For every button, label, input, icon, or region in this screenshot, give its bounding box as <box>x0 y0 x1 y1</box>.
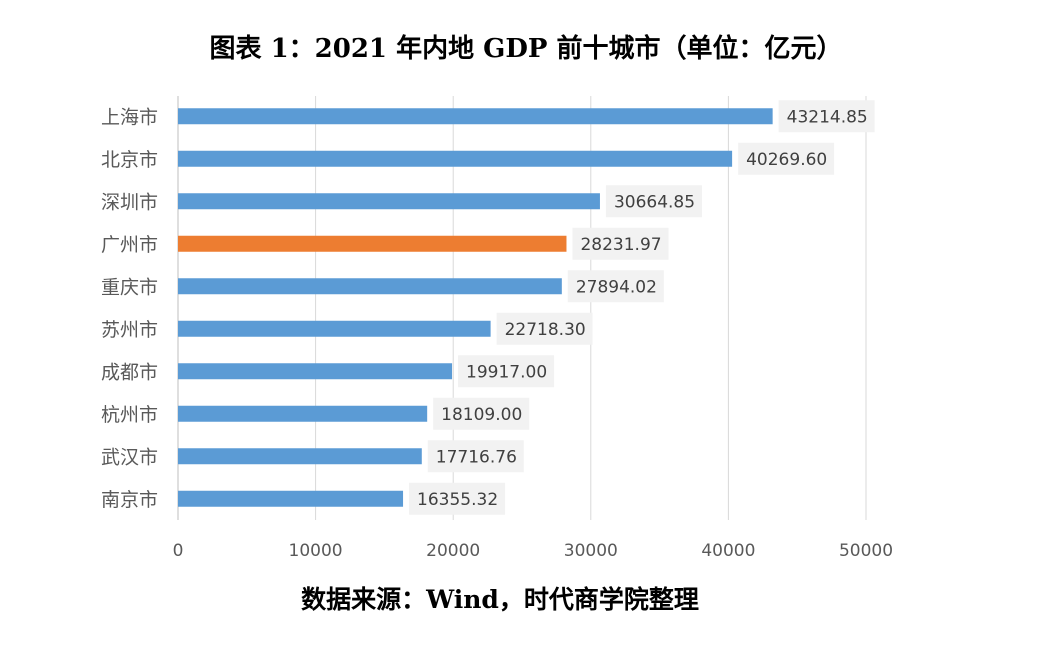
data-label: 27894.02 <box>576 277 657 297</box>
category-label: 深圳市 <box>101 191 158 213</box>
category-label: 北京市 <box>101 149 158 171</box>
bar-8 <box>178 448 422 465</box>
category-label: 苏州市 <box>101 319 158 341</box>
data-label-box <box>738 142 835 175</box>
category-label: 上海市 <box>101 106 158 128</box>
category-label: 武汉市 <box>101 446 158 468</box>
bar-0 <box>178 108 773 125</box>
data-labels: 43214.85 40269.60 30664.85 28231.97 27894.02… <box>409 100 875 515</box>
category-label: 广州市 <box>101 234 158 256</box>
data-label-box <box>605 185 702 218</box>
data-label: 19917.00 <box>466 362 547 382</box>
data-label: 43214.85 <box>787 107 868 127</box>
data-label: 18109.00 <box>441 405 522 425</box>
data-label: 16355.32 <box>417 490 498 510</box>
bar-4 <box>178 278 562 295</box>
x-tick-label: 40000 <box>701 541 755 561</box>
category-label: 成都市 <box>101 361 158 383</box>
x-tick-label: 0 <box>173 541 184 561</box>
data-label: 17716.76 <box>436 447 517 467</box>
data-label-box <box>427 440 524 473</box>
data-label-box <box>572 227 669 260</box>
bar-5 <box>178 320 491 337</box>
data-label: 22718.30 <box>505 320 586 340</box>
category-label: 重庆市 <box>101 276 158 298</box>
data-label: 40269.60 <box>746 150 827 170</box>
x-tick-label: 10000 <box>289 541 343 561</box>
chart-title: 图表 1：2021 年内地 GDP 前十城市（单位：亿元） <box>209 34 843 64</box>
x-axis-tick-labels: 0 10000 20000 30000 40000 50000 <box>173 541 893 561</box>
x-tick-label: 30000 <box>564 541 618 561</box>
category-label: 杭州市 <box>101 404 158 426</box>
bars <box>178 108 773 507</box>
bar-3 <box>178 235 567 252</box>
data-label-box <box>458 355 555 388</box>
data-label: 28231.97 <box>580 235 661 255</box>
data-label-box <box>496 312 593 345</box>
bar-6 <box>178 363 453 380</box>
x-tick-label: 50000 <box>839 541 893 561</box>
data-label-box <box>567 270 664 303</box>
data-label-box <box>433 397 530 430</box>
bar-1 <box>178 150 733 167</box>
bar-2 <box>178 193 600 210</box>
chart-source: 数据来源：Wind，时代商学院整理 <box>301 585 699 614</box>
x-tick-label: 20000 <box>426 541 480 561</box>
bar-7 <box>178 405 428 422</box>
data-label: 30664.85 <box>614 192 695 212</box>
data-label-box <box>778 100 875 133</box>
data-label-box <box>409 482 506 515</box>
bar-9 <box>178 490 404 507</box>
category-label: 南京市 <box>101 489 158 511</box>
